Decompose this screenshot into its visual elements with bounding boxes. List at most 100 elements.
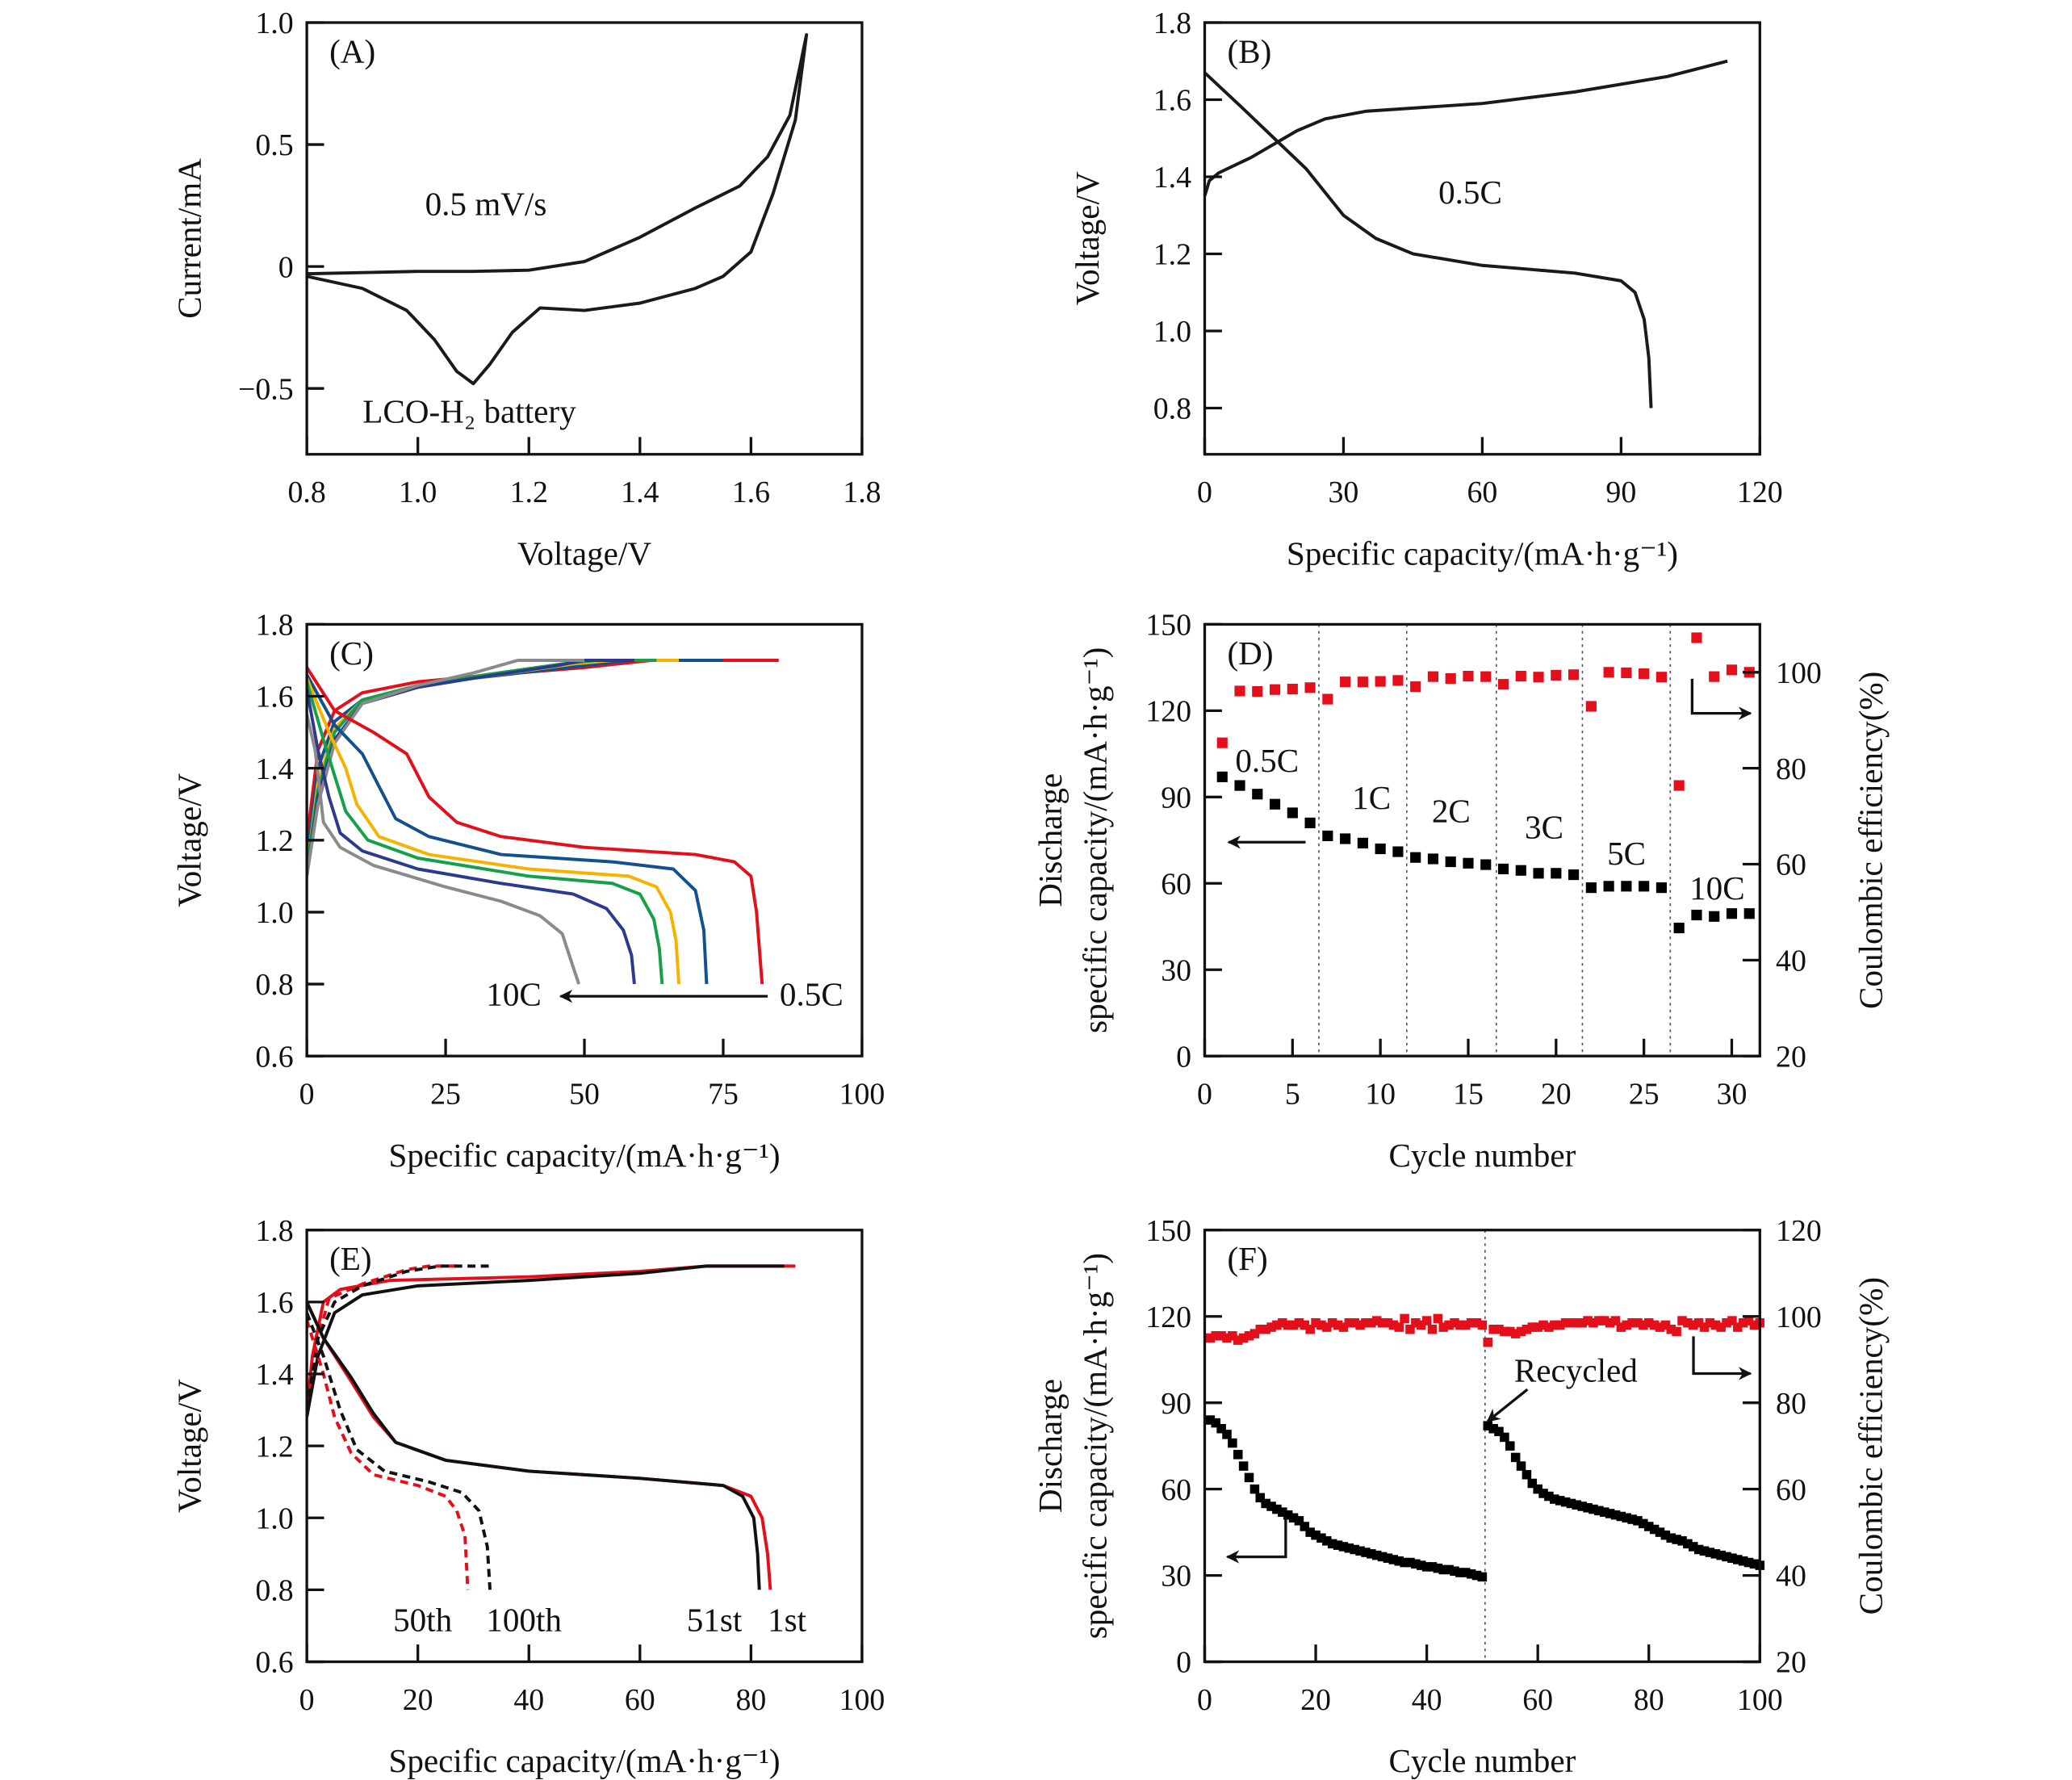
y-right-axis-label: Coulombic efficiency(%): [1852, 1277, 1890, 1615]
y-tick-label: 1.6: [255, 1286, 293, 1320]
x-tick-label: 40: [1412, 1683, 1442, 1717]
y-tick-label: 1.8: [255, 609, 293, 643]
capacity-point: [1327, 1539, 1337, 1549]
y-axis-label: Current/mA: [170, 158, 207, 319]
efficiency-point: [1722, 1317, 1731, 1328]
x-tick-label: 80: [1634, 1683, 1664, 1717]
capacity-point: [1471, 1570, 1482, 1581]
efficiency-point: [1627, 1317, 1637, 1328]
y-tick-label: 1.8: [255, 1214, 293, 1248]
efficiency-point: [1371, 1316, 1382, 1326]
efficiency-point: [1749, 1320, 1760, 1330]
capacity-point: [1367, 1549, 1376, 1559]
y-tick-label: 60: [1161, 1473, 1191, 1507]
series-line: [1204, 71, 1653, 408]
capacity-point: [1743, 1557, 1754, 1568]
capacity-point: [1566, 1498, 1576, 1509]
x-tick-label: 0: [1197, 1683, 1212, 1717]
capacity-point: [1603, 881, 1614, 892]
efficiency-point: [1515, 670, 1526, 682]
capacity-point: [1589, 1504, 1598, 1514]
annotation: 0.5C: [780, 976, 843, 1013]
annotation: 0.5C: [1438, 174, 1502, 211]
annotation: 10C: [486, 976, 542, 1013]
capacity-point: [1497, 863, 1509, 875]
capacity-point: [1460, 1568, 1471, 1577]
efficiency-point: [1743, 1316, 1754, 1326]
x-axis-label: Specific capacity/(mA·h·g⁻¹): [1287, 534, 1678, 572]
x-tick-label: 0: [299, 1683, 315, 1717]
efficiency-point: [1205, 1333, 1216, 1343]
capacity-point: [1733, 1555, 1743, 1564]
capacity-point: [1455, 1568, 1465, 1577]
efficiency-point: [1649, 1320, 1660, 1330]
annotation: 1st: [768, 1602, 807, 1639]
y-axis-label: Voltage/V: [170, 773, 207, 907]
annotation: 50th: [393, 1602, 453, 1639]
capacity-point: [1693, 1544, 1704, 1555]
y-tick-label: 0.5: [255, 128, 293, 162]
panel-f: 0 20 40 60 80 100 0 30 60 90 120 150 20 40 60 80 100 120 C…: [1032, 1214, 1890, 1779]
efficiency-point: [1222, 1333, 1232, 1343]
plot-frame: [1203, 622, 1761, 1058]
efficiency-point: [1477, 1320, 1488, 1330]
x-tick-label: 50: [569, 1077, 600, 1111]
capacity-point: [1216, 771, 1228, 782]
efficiency-point: [1726, 664, 1738, 676]
efficiency-point: [1304, 682, 1316, 693]
efficiency-point: [1683, 1317, 1693, 1328]
efficiency-point: [1585, 701, 1597, 712]
x-tick-label: 30: [1717, 1077, 1748, 1111]
efficiency-point: [1497, 679, 1509, 690]
series-line: [307, 1264, 463, 1410]
efficiency-point: [1738, 1317, 1748, 1328]
y-tick-label: 120: [1145, 1300, 1191, 1334]
panel-e: 0 20 40 60 80 100 0.6 0.8 1.0 1.2 1.4 1.6 1.8 Specifi…: [170, 1214, 885, 1780]
y-right-tick-label: 60: [1776, 848, 1806, 882]
efficiency-point: [1568, 669, 1580, 681]
capacity-point: [1211, 1418, 1220, 1428]
efficiency-point: [1460, 1320, 1471, 1330]
y-tick-label: 0.6: [255, 1040, 293, 1074]
y-right-tick-label: 20: [1776, 1040, 1806, 1074]
efficiency-point: [1233, 1335, 1243, 1345]
efficiency-point: [1727, 1316, 1737, 1326]
efficiency-point: [1471, 1317, 1482, 1328]
capacity-point: [1375, 843, 1386, 855]
capacity-point: [1234, 780, 1245, 791]
capacity-point: [1621, 881, 1632, 892]
y-tick-label: 1.4: [255, 752, 293, 786]
capacity-point: [1689, 1542, 1698, 1552]
capacity-point: [1515, 865, 1526, 876]
y-tick-label: 150: [1145, 609, 1191, 643]
capacity-point: [1677, 1536, 1687, 1546]
y-right-tick-label: 40: [1776, 1560, 1806, 1594]
annotation: 10C: [1689, 869, 1745, 907]
x-axis-label: Voltage/V: [517, 534, 651, 572]
efficiency-point: [1375, 676, 1386, 687]
x-tick-label: 30: [1329, 475, 1359, 509]
capacity-point: [1383, 1553, 1393, 1563]
y-tick-label: 90: [1161, 1387, 1191, 1421]
x-tick-label: 1.6: [732, 475, 770, 509]
y-tick-label: 1.0: [255, 1501, 293, 1535]
y-tick-label: 1.2: [255, 1430, 293, 1464]
x-tick-label: 15: [1453, 1077, 1484, 1111]
efficiency-point: [1377, 1317, 1388, 1328]
capacity-point: [1445, 856, 1456, 868]
capacity-point: [1488, 1423, 1498, 1434]
y-tick-label: 1.4: [1153, 161, 1191, 195]
capacity-point: [1726, 908, 1738, 919]
efficiency-point: [1505, 1326, 1515, 1337]
y-tick-label: 1.0: [255, 6, 293, 40]
capacity-point: [1278, 1507, 1287, 1517]
y-tick-label: 1.6: [255, 681, 293, 714]
capacity-point: [1568, 869, 1580, 881]
capacity-point: [1216, 1423, 1226, 1434]
capacity-point: [1500, 1432, 1509, 1443]
plot-frame: [1203, 21, 1761, 456]
x-axis-label: Cycle number: [1388, 1742, 1576, 1779]
y-axis-label: Voltage/V: [170, 1379, 207, 1513]
efficiency-point: [1733, 1322, 1743, 1332]
y-tick-label: 1.2: [255, 824, 293, 858]
